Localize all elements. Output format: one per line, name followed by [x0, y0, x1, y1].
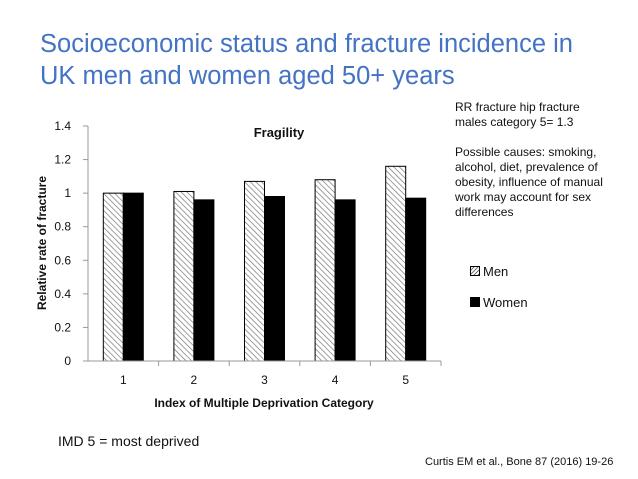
bar-women-3	[264, 196, 285, 362]
bar-women-1	[122, 192, 144, 362]
causes-line-5: differences	[455, 205, 514, 219]
annotation-text: RR fracture hip fracture males category …	[455, 100, 635, 235]
causes-line-1: Possible causes: smoking,	[455, 145, 597, 159]
possible-causes-note: Possible causes: smoking, alcohol, diet,…	[455, 145, 635, 220]
bar-men-5	[385, 165, 407, 362]
y-tick-label: 0.6	[54, 253, 71, 267]
bar-women-2	[193, 199, 215, 362]
causes-line-2: alcohol, diet, prevalence of	[455, 160, 598, 174]
chart-title: Fragility	[254, 125, 305, 140]
legend-swatch-women	[470, 297, 480, 307]
bar-men-1	[102, 192, 124, 362]
x-tick-label: 3	[261, 373, 268, 387]
bar-women-4	[334, 199, 356, 362]
hip-fracture-note-line-2: males category 5= 1.3	[455, 115, 574, 129]
y-tick-label: 1.2	[54, 153, 71, 167]
legend-label-women: Women	[483, 294, 528, 310]
bar-men-3	[244, 180, 265, 362]
causes-line-3: obesity, influence of manual	[455, 175, 603, 189]
imd-footnote: IMD 5 = most deprived	[58, 433, 200, 449]
chart-legend: Men Women	[470, 263, 528, 325]
y-tick-label: 1.4	[54, 119, 71, 133]
legend-item-women: Women	[470, 294, 528, 310]
x-tick-label: 5	[402, 373, 409, 387]
slide-title-line-2: UK men and women aged 50+ years	[40, 62, 455, 90]
y-axis-label: Relative rate of fracture	[35, 176, 49, 310]
bar-men-4	[314, 179, 336, 362]
bar-men-2	[173, 190, 195, 362]
causes-line-4: work may account for sex	[455, 190, 592, 204]
legend-label-men: Men	[483, 263, 509, 279]
y-tick-label: 0.8	[54, 220, 71, 234]
x-axis-label: Index of Multiple Deprivation Category	[154, 396, 374, 410]
x-tick-label: 4	[332, 373, 339, 387]
slide-title-line-1: Socioeconomic status and fracture incide…	[40, 30, 573, 58]
hip-fracture-note: RR fracture hip fracture males category …	[455, 100, 635, 130]
bar-women-5	[405, 197, 427, 362]
hip-fracture-note-line-1: RR fracture hip fracture	[455, 100, 580, 114]
x-tick-label: 2	[191, 373, 198, 387]
y-tick-label: 1	[64, 186, 71, 200]
legend-item-men: Men	[470, 263, 528, 279]
y-tick-label: 0.2	[54, 320, 71, 334]
slide-title: Socioeconomic status and fracture incide…	[40, 28, 630, 92]
legend-swatch-men	[470, 266, 480, 276]
y-tick-label: 0	[64, 354, 71, 368]
x-tick-label: 1	[120, 373, 127, 387]
y-tick-label: 0.4	[54, 287, 71, 301]
citation: Curtis EM et al., Bone 87 (2016) 19-26	[425, 456, 614, 468]
